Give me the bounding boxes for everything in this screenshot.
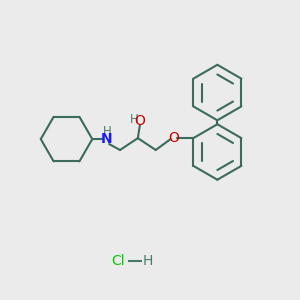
Text: H: H — [103, 125, 112, 138]
Text: O: O — [168, 131, 179, 145]
Text: H: H — [143, 254, 153, 268]
Text: Cl: Cl — [112, 254, 125, 268]
Text: H: H — [130, 113, 138, 126]
Text: N: N — [100, 132, 112, 146]
Text: O: O — [134, 114, 145, 128]
